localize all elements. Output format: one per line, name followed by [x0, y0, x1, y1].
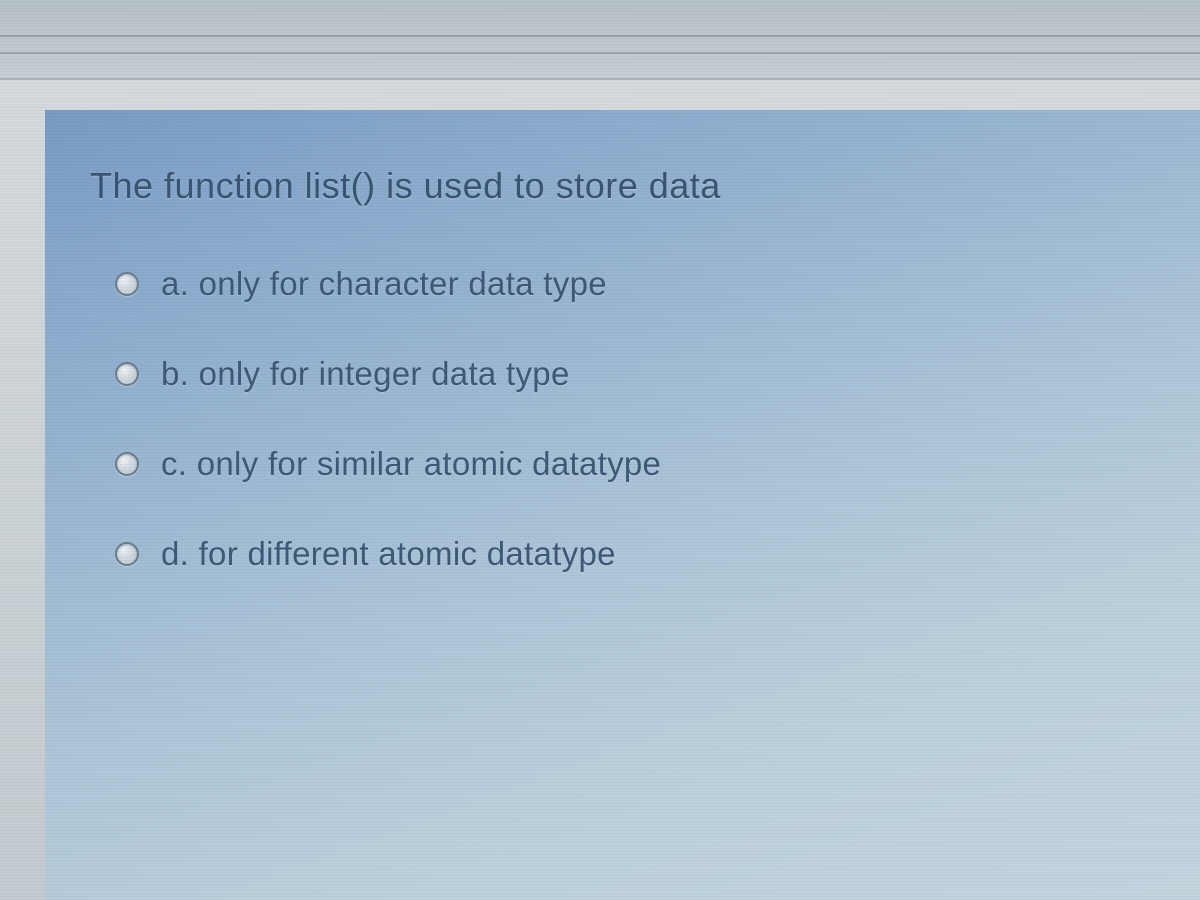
- radio-icon[interactable]: [115, 452, 139, 476]
- radio-icon[interactable]: [115, 272, 139, 296]
- question-text: The function list() is used to store dat…: [90, 165, 1170, 207]
- option-row-c[interactable]: c. only for similar atomic datatype: [115, 445, 1170, 483]
- option-label: a. only for character data type: [161, 265, 607, 303]
- option-label: d. for different atomic datatype: [161, 535, 616, 573]
- option-row-a[interactable]: a. only for character data type: [115, 265, 1170, 303]
- option-row-d[interactable]: d. for different atomic datatype: [115, 535, 1170, 573]
- radio-icon[interactable]: [115, 362, 139, 386]
- toolbar-divider-2: [0, 52, 1200, 54]
- toolbar-divider-1: [0, 35, 1200, 37]
- option-row-b[interactable]: b. only for integer data type: [115, 355, 1170, 393]
- options-list: a. only for character data type b. only …: [90, 265, 1170, 573]
- option-label: b. only for integer data type: [161, 355, 570, 393]
- top-toolbar-region: [0, 0, 1200, 80]
- question-card: The function list() is used to store dat…: [45, 110, 1200, 900]
- option-label: c. only for similar atomic datatype: [161, 445, 661, 483]
- radio-icon[interactable]: [115, 542, 139, 566]
